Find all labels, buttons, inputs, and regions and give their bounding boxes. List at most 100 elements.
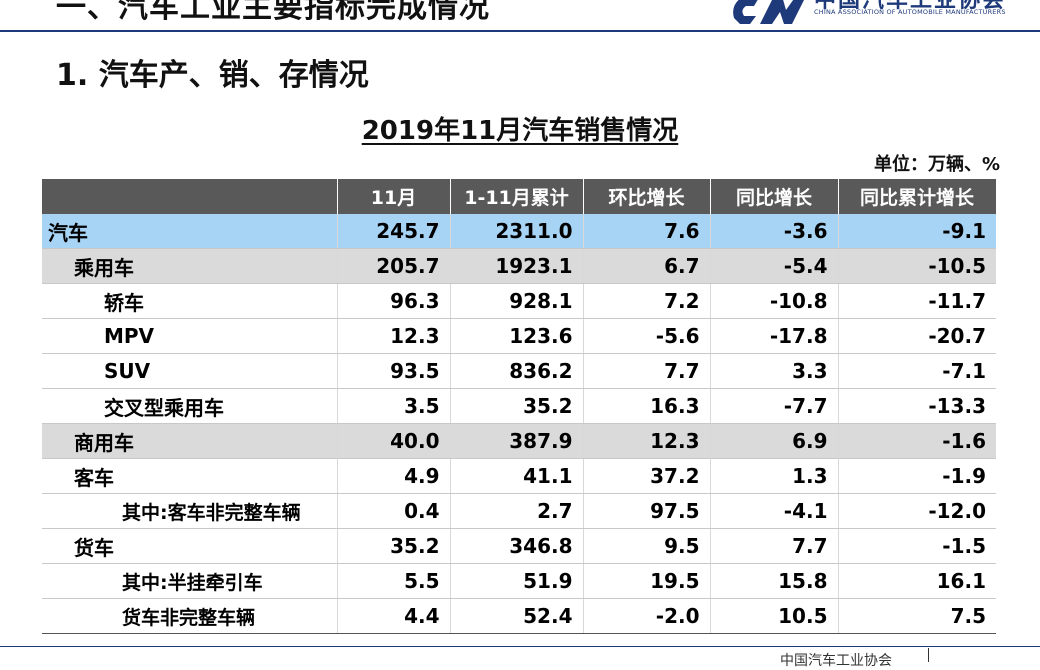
header-cell-cumulative: 1-11月累计 [450,179,584,214]
row-label: 货车非完整车辆 [42,598,337,634]
cell-mom-growth: 6.7 [582,248,710,284]
cell-month: 205.7 [336,248,450,284]
cell-yoy-cumulative-growth: -20.7 [837,318,996,354]
table-row: SUV 93.5 836.2 7.7 3.3 -7.1 [42,353,996,389]
section-heading: 1. 汽车产、销、存情况 [56,58,369,93]
cell-mom-growth: 97.5 [582,493,710,529]
cell-yoy-cumulative-growth: -7.1 [837,353,996,389]
row-label: 交叉型乘用车 [42,388,337,424]
table-header-row: 11月 1-11月累计 环比增长 同比增长 同比累计增长 [42,179,997,214]
cell-cumulative: 2311.0 [449,214,583,249]
cell-cumulative: 346.8 [449,528,583,564]
cell-cumulative: 928.1 [449,283,583,319]
row-label: 商用车 [42,423,337,459]
slide-top-title: 一、汽车工业主要指标完成情况 [56,0,490,25]
row-label: 客车 [42,458,337,494]
cell-month: 4.9 [336,458,450,494]
cell-month: 245.7 [336,214,450,249]
table-row: 其中:客车非完整车辆 0.4 2.7 97.5 -4.1 -12.0 [42,493,996,529]
cell-cumulative: 35.2 [449,388,583,424]
cell-yoy-growth: -3.6 [709,214,838,249]
header-cell-yoy-cumulative-growth: 同比累计增长 [838,179,997,214]
cell-yoy-cumulative-growth: -9.1 [837,214,996,249]
table-title: 2019年11月汽车销售情况 [0,110,1040,147]
cell-yoy-growth: -4.1 [709,493,838,529]
logo-chinese-name: 中国汽车工业协会 [814,0,1007,13]
table-title-text: 2019年11月汽车销售情况 [361,116,679,146]
cell-mom-growth: -5.6 [582,318,710,354]
cell-month: 35.2 [336,528,450,564]
header-rule [0,30,1040,32]
cell-mom-growth: 16.3 [582,388,710,424]
header-cell-mom-growth: 环比增长 [583,179,711,214]
cell-yoy-growth: 1.3 [709,458,838,494]
row-label: 乘用车 [42,248,337,284]
table-row: 汽车 245.7 2311.0 7.6 -3.6 -9.1 [42,214,996,249]
cell-month: 12.3 [336,318,450,354]
table-row: 客车 4.9 41.1 37.2 1.3 -1.9 [42,458,996,494]
cell-cumulative: 41.1 [449,458,583,494]
cell-yoy-growth: 6.9 [709,423,838,459]
cell-yoy-growth: -17.8 [709,318,838,354]
cell-cumulative: 387.9 [449,423,583,459]
row-label: 货车 [42,528,337,564]
cell-month: 40.0 [336,423,450,459]
cell-yoy-cumulative-growth: 16.1 [837,563,996,599]
cell-mom-growth: 7.6 [582,214,710,249]
cell-yoy-growth: -10.8 [709,283,838,319]
cell-mom-growth: -2.0 [582,598,710,634]
cell-yoy-cumulative-growth: -1.9 [837,458,996,494]
table-row: MPV 12.3 123.6 -5.6 -17.8 -20.7 [42,318,996,354]
row-label: SUV [42,353,337,389]
sales-table: 11月 1-11月累计 环比增长 同比增长 同比累计增长 汽车 245.7 2311… [42,179,997,634]
cell-mom-growth: 37.2 [582,458,710,494]
caam-logo-icon [733,0,804,24]
cell-cumulative: 123.6 [449,318,583,354]
cell-cumulative: 836.2 [449,353,583,389]
cell-yoy-growth: 15.8 [709,563,838,599]
cell-month: 5.5 [336,563,450,599]
cell-yoy-cumulative-growth: 7.5 [837,598,996,634]
row-label: 其中:半挂牵引车 [42,563,337,599]
table-row: 货车非完整车辆 4.4 52.4 -2.0 10.5 7.5 [42,598,996,634]
row-label: 汽车 [42,214,337,249]
cell-cumulative: 1923.1 [449,248,583,284]
association-logo: 中国汽车工业协会 CHINA ASSOCIATION OF AUTOMOBILE… [730,0,1040,24]
cell-yoy-cumulative-growth: -13.3 [837,388,996,424]
cell-mom-growth: 7.2 [582,283,710,319]
footer-fragment: 中国汽车工业协会 [780,653,892,669]
cell-yoy-cumulative-growth: -1.6 [837,423,996,459]
cell-month: 4.4 [336,598,450,634]
cell-mom-growth: 19.5 [582,563,710,599]
row-label: 其中:客车非完整车辆 [42,493,337,529]
header-cell-label [42,179,338,214]
cell-yoy-growth: 10.5 [709,598,838,634]
table-body: 汽车 245.7 2311.0 7.6 -3.6 -9.1 乘用车 205.7 1923.1 6.… [42,214,996,634]
cell-cumulative: 51.9 [449,563,583,599]
cell-yoy-cumulative-growth: -11.7 [837,283,996,319]
cell-yoy-growth: 3.3 [709,353,838,389]
table-row: 乘用车 205.7 1923.1 6.7 -5.4 -10.5 [42,248,996,284]
cell-month: 96.3 [336,283,450,319]
cell-yoy-growth: 7.7 [709,528,838,564]
logo-english-name: CHINA ASSOCIATION OF AUTOMOBILE MANUFACT… [814,8,1006,16]
table-row: 交叉型乘用车 3.5 35.2 16.3 -7.7 -13.3 [42,388,996,424]
cell-yoy-cumulative-growth: -10.5 [837,248,996,284]
header-cell-month: 11月 [337,179,451,214]
cell-yoy-cumulative-growth: -12.0 [837,493,996,529]
cell-month: 3.5 [336,388,450,424]
table-row: 轿车 96.3 928.1 7.2 -10.8 -11.7 [42,283,996,319]
row-label: MPV [42,318,337,354]
header-cell-yoy-growth: 同比增长 [710,179,839,214]
table-row: 商用车 40.0 387.9 12.3 6.9 -1.6 [42,423,996,459]
cell-mom-growth: 7.7 [582,353,710,389]
cell-yoy-growth: -5.4 [709,248,838,284]
cell-mom-growth: 12.3 [582,423,710,459]
table-row: 其中:半挂牵引车 5.5 51.9 19.5 15.8 16.1 [42,563,996,599]
cell-yoy-growth: -7.7 [709,388,838,424]
footer-divider [928,648,929,662]
footer-rule [0,646,1040,647]
cell-cumulative: 2.7 [449,493,583,529]
cell-month: 93.5 [336,353,450,389]
unit-label: 单位：万辆、% [873,154,1000,175]
